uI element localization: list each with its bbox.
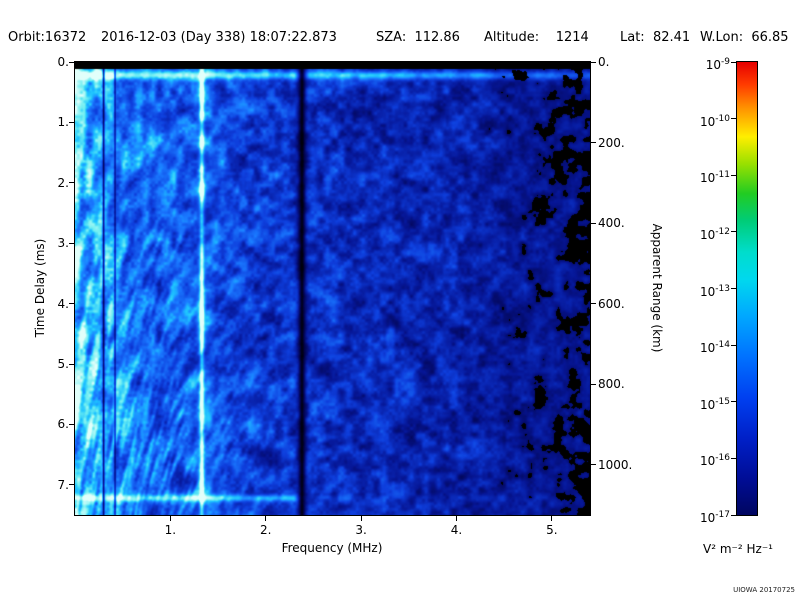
range-tick-label: 400. [598, 216, 625, 231]
colorbar-tick-label: 10-12 [700, 226, 730, 242]
colorbar-exponent: -15 [715, 396, 730, 407]
colorbar-exponent: -10 [715, 113, 730, 124]
y-tick-mark [69, 182, 75, 184]
colorbar-tick-label: 10-13 [700, 283, 730, 299]
datetime-value: 2016-12-03 (Day 338) 18:07:22.873 [101, 30, 337, 45]
range-tick-label: 200. [598, 135, 625, 150]
x-tick-label: 5. [546, 523, 558, 537]
colorbar-tick-mark [731, 401, 736, 403]
colorbar-tick-label: 10-10 [700, 113, 730, 129]
altitude-value: Altitude: 1214 [484, 30, 589, 45]
colorbar-unit-label: V² m⁻² Hz⁻¹ [703, 542, 773, 556]
colorbar-tick-label: 10-14 [700, 340, 730, 356]
y-axis-label-left: Time Delay (ms) [33, 238, 47, 338]
sza-value: SZA: 112.86 [376, 30, 460, 45]
y-axis-label-right: Apparent Range (km) [650, 223, 664, 353]
colorbar-exponent: -9 [721, 57, 730, 67]
colorbar-tick-label: 10-11 [700, 170, 730, 186]
colorbar-exponent: -12 [715, 226, 730, 237]
colorbar-exponent: -17 [715, 510, 730, 520]
x-tick-label: 1. [164, 523, 177, 537]
x-tick-mark [169, 515, 171, 521]
colorbar-tick-mark [731, 457, 736, 459]
colorbar-exponent: -11 [715, 170, 730, 181]
y-tick-mark [69, 121, 75, 123]
plot-frame [74, 61, 591, 516]
colorbar-tick-label: 10-9 [705, 57, 730, 72]
y-tick-label: 5. [57, 357, 69, 371]
west-longitude-value: W.Lon: 66.85 [700, 30, 789, 45]
range-tick-mark [590, 303, 596, 305]
x-tick-mark [360, 515, 362, 521]
range-tick-mark [590, 61, 596, 63]
y-tick-mark [69, 242, 75, 244]
latitude-value: Lat: 82.41 [620, 30, 691, 45]
colorbar-tick-mark [731, 344, 736, 346]
colorbar-tick-label: 10-16 [700, 453, 730, 469]
colorbar-tick-mark [731, 514, 736, 516]
range-tick-label: 800. [598, 377, 625, 392]
y-tick-mark [69, 363, 75, 365]
colorbar-tick-label: 10-17 [700, 510, 730, 525]
range-tick-mark [590, 142, 596, 144]
colorbar-tick-mark [731, 61, 736, 63]
colorbar-tick-mark [731, 174, 736, 176]
y-tick-label: 4. [57, 296, 69, 311]
range-tick-mark [590, 464, 596, 466]
range-tick-label: 600. [598, 296, 625, 311]
colorbar-tick-mark [731, 118, 736, 120]
x-tick-mark [551, 515, 553, 521]
range-tick-label: 1000. [598, 457, 633, 472]
x-tick-mark [265, 515, 267, 521]
colorbar-exponent: -16 [715, 453, 730, 464]
colorbar-exponent: -13 [715, 283, 730, 294]
credit-text: UIOWA 20170725 [733, 586, 795, 594]
colorbar-tick-mark [731, 231, 736, 233]
y-tick-mark [69, 423, 75, 425]
y-tick-mark [69, 303, 75, 305]
x-tick-label: 2. [260, 523, 272, 537]
colorbar-exponent: -14 [715, 340, 730, 351]
x-axis-label: Frequency (MHz) [281, 541, 383, 555]
range-tick-mark [590, 222, 596, 224]
colorbar-tick-label: 10-15 [700, 396, 730, 412]
y-tick-label: 0. [57, 55, 69, 69]
y-tick-mark [69, 484, 75, 486]
y-tick-label: 1. [57, 115, 69, 130]
range-tick-mark [590, 383, 596, 385]
y-tick-label: 6. [57, 417, 69, 432]
y-tick-mark [69, 61, 75, 63]
spectrogram-canvas [75, 62, 590, 515]
y-tick-label: 3. [57, 236, 69, 251]
colorbar [736, 61, 758, 516]
x-tick-label: 4. [450, 523, 463, 537]
y-tick-label: 7. [57, 477, 69, 492]
y-tick-label: 2. [57, 175, 69, 190]
x-tick-label: 3. [355, 523, 367, 537]
range-tick-label: 0. [598, 55, 610, 69]
orbit-value: Orbit:16372 [8, 30, 87, 45]
colorbar-tick-mark [731, 288, 736, 289]
x-tick-mark [455, 515, 457, 521]
